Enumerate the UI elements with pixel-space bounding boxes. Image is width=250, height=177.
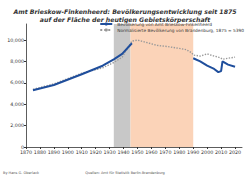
svg-text:1880: 1880 <box>34 150 46 155</box>
svg-text:auf der Fläche der heutigen Ge: auf der Fläche der heutigen Gebietskörpe… <box>40 16 211 24</box>
svg-text:2000: 2000 <box>201 150 213 155</box>
svg-text:Bevölkerung von Amt Brieskow-F: Bevölkerung von Amt Brieskow-Finkenheerd <box>117 21 212 27</box>
svg-text:1970: 1970 <box>159 150 171 155</box>
svg-text:1890: 1890 <box>48 150 60 155</box>
svg-text:1900: 1900 <box>62 150 74 155</box>
svg-text:1910: 1910 <box>76 150 88 155</box>
svg-text:Normalisierte Bevölkerung von: Normalisierte Bevölkerung von Brandenbur… <box>117 28 244 33</box>
svg-text:6,000: 6,000 <box>10 80 24 85</box>
svg-text:1990: 1990 <box>187 150 199 155</box>
svg-text:By Hans G. Oberlack: By Hans G. Oberlack <box>3 171 40 175</box>
svg-text:Quellen: Amt für Statistik Ber: Quellen: Amt für Statistik Berlin-Brande… <box>85 171 165 175</box>
svg-text:10,000: 10,000 <box>7 38 24 43</box>
svg-text:8,000: 8,000 <box>10 59 24 64</box>
svg-text:Amt Brieskow-Finkenheerd: Bevö: Amt Brieskow-Finkenheerd: Bevölkerungsen… <box>12 8 236 16</box>
svg-text:1930: 1930 <box>104 150 116 155</box>
svg-text:2010: 2010 <box>215 150 227 155</box>
svg-text:1940: 1940 <box>117 150 129 155</box>
svg-text:4,000: 4,000 <box>10 102 24 107</box>
svg-text:1960: 1960 <box>145 150 157 155</box>
svg-text:0: 0 <box>21 145 24 150</box>
svg-text:2,000: 2,000 <box>10 123 24 128</box>
svg-text:1920: 1920 <box>90 150 102 155</box>
svg-text:2020: 2020 <box>229 150 241 155</box>
svg-text:1950: 1950 <box>131 150 143 155</box>
svg-text:1870: 1870 <box>20 150 32 155</box>
svg-text:1980: 1980 <box>173 150 185 155</box>
